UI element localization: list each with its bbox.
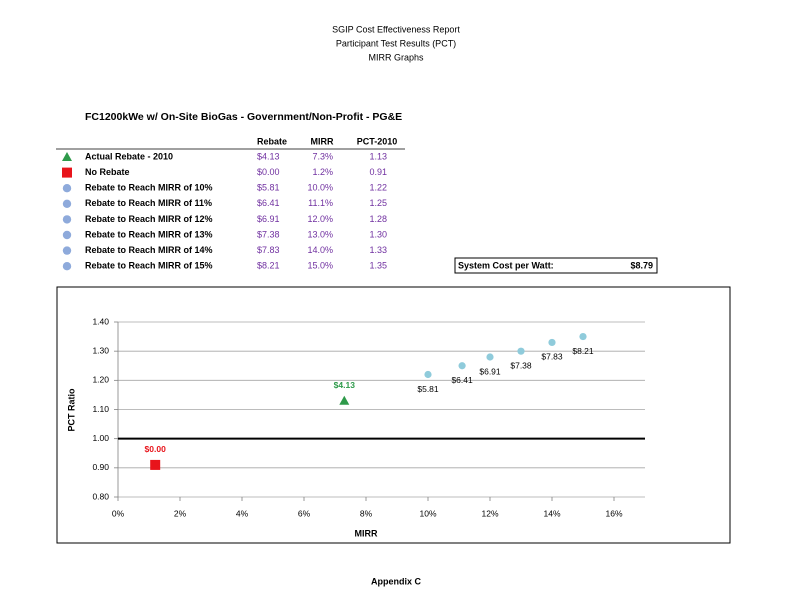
x-axis-label: MIRR — [355, 528, 378, 538]
y-tick-label: 0.80 — [92, 491, 109, 501]
data-point — [517, 347, 525, 355]
table-cell: 12.0% — [307, 214, 333, 224]
x-tick-label: 16% — [605, 508, 622, 518]
data-point — [579, 332, 587, 341]
subtitle: FC1200kWe w/ On-Site BioGas - Government… — [85, 111, 402, 123]
table-cell: 14.0% — [307, 245, 333, 255]
footer: Appendix C — [371, 576, 422, 586]
x-tick-label: 6% — [298, 508, 311, 518]
row-label: Rebate to Reach MIRR of 15% — [85, 261, 213, 271]
row-label: Rebate to Reach MIRR of 13% — [85, 229, 213, 239]
table-cell: 1.2% — [312, 167, 333, 177]
legend-marker — [62, 184, 72, 193]
y-tick-label: 1.30 — [92, 345, 109, 355]
x-tick-label: 12% — [481, 508, 498, 518]
point-label: $7.83 — [541, 352, 563, 362]
table-cell: 10.0% — [307, 183, 333, 193]
legend-marker — [62, 246, 72, 255]
y-tick-label: 1.10 — [92, 404, 109, 414]
chart-frame — [56, 286, 731, 544]
data-point — [424, 370, 432, 379]
legend-marker — [62, 199, 72, 208]
x-tick-label: 2% — [174, 508, 187, 518]
table-cell: 1.28 — [369, 214, 387, 224]
row-label: Actual Rebate - 2010 — [85, 151, 173, 161]
row-label: Rebate to Reach MIRR of 10% — [85, 183, 213, 193]
data-point — [150, 459, 161, 470]
table-cell: 1.35 — [369, 261, 387, 271]
point-label: $6.41 — [451, 375, 473, 385]
system-cost-box — [454, 257, 658, 274]
table-cell: 0.91 — [369, 167, 387, 177]
y-tick-label: 1.40 — [92, 316, 109, 326]
table-cell: 1.13 — [369, 151, 387, 161]
row-label: Rebate to Reach MIRR of 11% — [85, 198, 212, 208]
column-header: MIRR — [311, 136, 334, 146]
data-point — [548, 338, 556, 347]
data-point — [486, 353, 494, 361]
data-point — [458, 362, 466, 370]
table-cell: $6.91 — [257, 214, 280, 224]
point-label: $8.21 — [572, 346, 594, 356]
column-header: PCT-2010 — [357, 136, 398, 146]
x-tick-label: 4% — [236, 508, 249, 518]
table-cell: 11.1% — [308, 198, 333, 208]
x-tick-label: 8% — [360, 508, 373, 518]
table-cell: $0.00 — [257, 167, 280, 177]
table-cell: $8.21 — [257, 261, 280, 271]
system-cost-value: $8.79 — [630, 260, 653, 270]
table-cell: 1.25 — [369, 198, 387, 208]
table-cell: $7.83 — [257, 245, 280, 255]
point-label: $6.91 — [479, 366, 501, 376]
point-label: $4.13 — [334, 380, 356, 390]
table-cell: $6.41 — [257, 198, 280, 208]
system-cost-label: System Cost per Watt: — [458, 260, 554, 270]
table-cell: 1.30 — [369, 229, 387, 239]
legend-marker — [62, 215, 72, 224]
legend-marker — [62, 152, 72, 161]
point-label: $7.38 — [510, 360, 532, 370]
table-cell: $4.13 — [257, 151, 280, 161]
x-tick-label: 14% — [543, 508, 560, 518]
table-cell: $5.81 — [257, 183, 280, 193]
legend-marker — [62, 167, 72, 178]
x-tick-label: 10% — [419, 508, 436, 518]
y-axis-label: PCT Ratio — [66, 388, 76, 432]
legend-marker — [62, 262, 72, 271]
column-header: Rebate — [257, 136, 287, 146]
table-cell: 7.3% — [312, 151, 333, 161]
point-label: $0.00 — [145, 444, 167, 454]
table-cell: $7.38 — [257, 229, 280, 239]
table-cell: 1.22 — [369, 183, 387, 193]
header-line: Participant Test Results (PCT) — [336, 38, 456, 48]
data-point — [339, 395, 350, 405]
table-cell: 1.33 — [369, 245, 387, 255]
row-label: Rebate to Reach MIRR of 12% — [85, 214, 213, 224]
row-label: Rebate to Reach MIRR of 14% — [85, 245, 213, 255]
table-cell: 13.0% — [307, 229, 333, 239]
legend-marker — [62, 230, 72, 240]
table-cell: 15.0% — [307, 261, 333, 271]
x-tick-label: 0% — [112, 508, 125, 518]
y-tick-label: 0.90 — [92, 462, 109, 472]
row-label: No Rebate — [85, 167, 130, 177]
y-tick-label: 1.20 — [92, 375, 109, 385]
header-line: MIRR Graphs — [368, 52, 424, 62]
point-label: $5.81 — [417, 384, 439, 394]
header-line: SGIP Cost Effectiveness Report — [332, 24, 460, 34]
y-tick-label: 1.00 — [92, 433, 109, 443]
